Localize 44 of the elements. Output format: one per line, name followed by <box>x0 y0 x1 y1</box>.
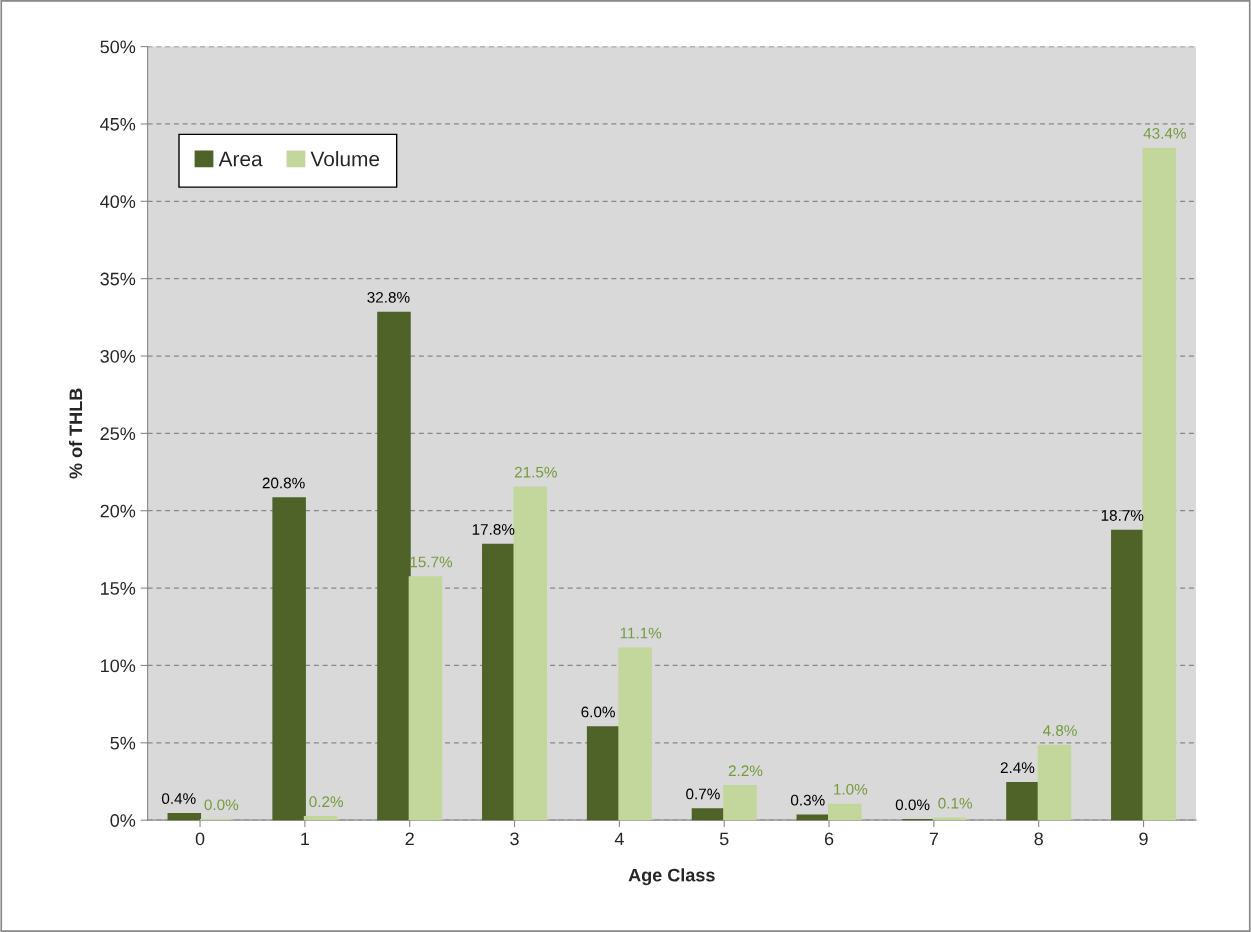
y-tick-label: 35% <box>100 272 136 286</box>
y-tick-label: 40% <box>100 195 136 209</box>
x-tick-label: 3 <box>510 832 519 846</box>
x-tick-label: 5 <box>719 832 729 846</box>
data-label: 11.1% <box>620 627 662 639</box>
legend-label: Area <box>218 151 263 167</box>
y-axis-title: % of THLB <box>68 388 83 479</box>
y-tick-label: 25% <box>100 427 136 441</box>
data-label: 18.7% <box>1101 510 1144 521</box>
data-label: 2.4% <box>1000 762 1035 774</box>
data-label: 4.8% <box>1042 725 1077 736</box>
x-tick-label: 7 <box>929 832 938 846</box>
y-tick-label: 20% <box>100 504 136 518</box>
data-label: 1.0% <box>834 783 868 795</box>
data-label: 43.4% <box>1143 127 1186 139</box>
x-axis-title: Age Class <box>628 868 715 886</box>
y-tick-label: 50% <box>100 40 136 54</box>
x-tick-label: 1 <box>301 832 310 846</box>
y-tick-label: 45% <box>100 117 136 131</box>
data-label: 0.0% <box>204 799 239 811</box>
data-label: 0.3% <box>790 794 825 806</box>
y-tick-label: 15% <box>101 582 136 595</box>
x-tick-label: 6 <box>824 832 834 846</box>
y-tick-label: 0% <box>110 814 136 827</box>
data-label: 17.8% <box>472 523 515 535</box>
data-label: 21.5% <box>514 466 557 478</box>
data-label: 0.4% <box>161 793 196 805</box>
data-label: 2.2% <box>728 765 763 777</box>
legend-label: Volume <box>310 151 380 167</box>
x-tick-label: 9 <box>1139 832 1148 846</box>
x-tick-label: 2 <box>405 832 414 846</box>
y-tick-label: 30% <box>100 349 136 363</box>
x-tick-label: 8 <box>1034 832 1043 846</box>
x-tick-label: 0 <box>195 832 205 846</box>
data-label: 0.2% <box>309 796 344 808</box>
y-tick-label: 5% <box>110 736 136 750</box>
data-label: 0.7% <box>686 788 720 800</box>
y-tick-label: 10% <box>101 659 136 673</box>
x-tick-label: 4 <box>614 832 624 846</box>
data-label: 0.0% <box>895 799 930 811</box>
data-label: 6.0% <box>581 706 615 718</box>
data-label: 32.8% <box>367 291 410 303</box>
data-label: 0.1% <box>938 797 973 809</box>
data-label: 20.8% <box>262 477 305 489</box>
